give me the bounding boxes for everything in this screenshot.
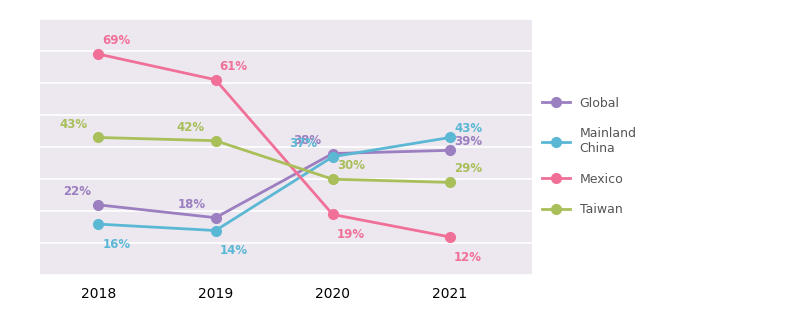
Text: 43%: 43% — [59, 118, 87, 131]
Text: 12%: 12% — [454, 251, 482, 264]
Mexico — [94, 52, 103, 56]
Text: 14%: 14% — [220, 244, 248, 257]
Taiwan — [328, 177, 337, 181]
Mexico — [445, 235, 455, 239]
Line: Taiwan: Taiwan — [94, 133, 455, 187]
Global — [94, 203, 103, 207]
Global — [328, 152, 337, 156]
Taiwan — [210, 139, 220, 143]
Text: 19%: 19% — [337, 228, 365, 241]
Text: 39%: 39% — [454, 135, 482, 147]
Text: 16%: 16% — [102, 238, 130, 251]
Mainland
China — [328, 155, 337, 159]
Text: 18%: 18% — [178, 198, 206, 211]
Line: Global: Global — [94, 146, 455, 223]
Text: 37%: 37% — [290, 137, 318, 150]
Text: 22%: 22% — [64, 185, 91, 198]
Text: 29%: 29% — [454, 162, 482, 176]
Text: 43%: 43% — [454, 122, 482, 135]
Line: Mexico: Mexico — [94, 49, 455, 242]
Text: 42%: 42% — [176, 121, 204, 134]
Mexico — [328, 213, 337, 216]
Legend: Global, Mainland
China, Mexico, Taiwan: Global, Mainland China, Mexico, Taiwan — [542, 97, 637, 216]
Line: Mainland
China: Mainland China — [94, 133, 455, 235]
Mexico — [210, 78, 220, 82]
Global — [445, 148, 455, 152]
Taiwan — [445, 181, 455, 184]
Taiwan — [94, 136, 103, 139]
Mainland
China — [94, 222, 103, 226]
Text: 69%: 69% — [102, 34, 131, 47]
Global — [210, 216, 220, 220]
Text: 38%: 38% — [294, 134, 322, 146]
Text: 30%: 30% — [337, 159, 365, 172]
Mainland
China — [445, 136, 455, 139]
Text: 61%: 61% — [220, 60, 248, 73]
Mainland
China — [210, 228, 220, 232]
